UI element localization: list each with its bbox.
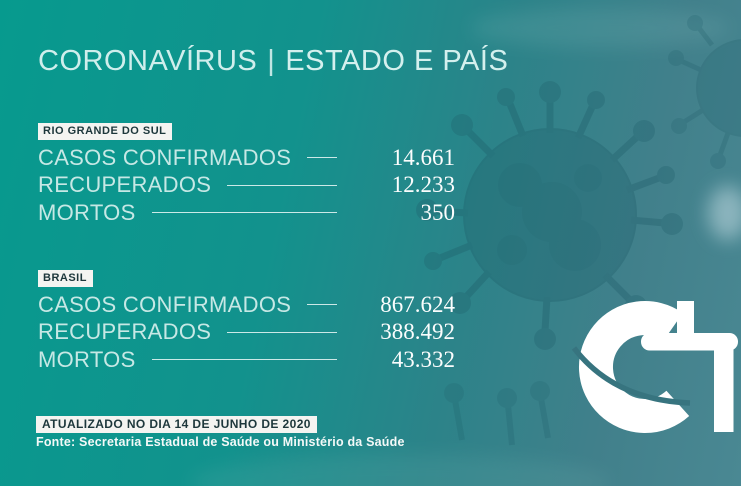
stat-value: 867.624: [380, 291, 455, 317]
section-label-chip: RIO GRANDE DO SUL: [38, 123, 173, 140]
section-brasil: BRASIL CASOS CONFIRMADOS 867.624 RECUPER…: [38, 268, 455, 374]
g-logo: [571, 301, 738, 433]
leader-line: [307, 157, 337, 159]
leader-line: [151, 359, 337, 361]
section-label-chip: BRASIL: [38, 270, 93, 287]
stat-row-br-casos: CASOS CONFIRMADOS 867.624: [38, 291, 455, 319]
stat-value: 388.492: [380, 319, 455, 345]
stat-value: 14.661: [391, 144, 455, 170]
stat-label: RECUPERADOS: [38, 319, 212, 345]
leader-line: [307, 304, 337, 306]
leader-line: [151, 212, 337, 214]
title-part-estado-e-pais: ESTADO E PAÍS: [285, 45, 509, 77]
title-separator: |: [267, 45, 276, 77]
stat-label: RECUPERADOS: [38, 172, 212, 198]
stat-value: 43.332: [391, 346, 455, 372]
data-source-text: Fonte: Secretaria Estadual de Saúde ou M…: [36, 435, 405, 449]
title-part-coronavirus: CORONAVÍRUS: [38, 45, 258, 77]
stat-row-rs-casos: CASOS CONFIRMADOS 14.661: [38, 144, 455, 172]
leader-line: [227, 184, 337, 186]
stat-row-rs-recuperados: RECUPERADOS 12.233: [38, 172, 455, 200]
updated-date-chip: ATUALIZADO NO DIA 14 DE JUNHO DE 2020: [36, 416, 317, 433]
stat-row-rs-mortos: MORTOS 350: [38, 199, 455, 227]
stat-row-br-recuperados: RECUPERADOS 388.492: [38, 319, 455, 347]
stat-label: MORTOS: [38, 199, 136, 225]
leader-line: [227, 331, 337, 333]
stat-row-br-mortos: MORTOS 43.332: [38, 346, 455, 374]
stat-label: MORTOS: [38, 346, 136, 372]
footer: ATUALIZADO NO DIA 14 DE JUNHO DE 2020 Fo…: [36, 415, 405, 449]
stat-label: CASOS CONFIRMADOS: [38, 144, 292, 170]
page-title: CORONAVÍRUS | ESTADO E PAÍS: [38, 45, 508, 78]
stat-value: 350: [420, 199, 456, 225]
stat-label: CASOS CONFIRMADOS: [38, 291, 292, 317]
stat-value: 12.233: [391, 172, 455, 198]
section-rio-grande-do-sul: RIO GRANDE DO SUL CASOS CONFIRMADOS 14.6…: [38, 121, 455, 227]
